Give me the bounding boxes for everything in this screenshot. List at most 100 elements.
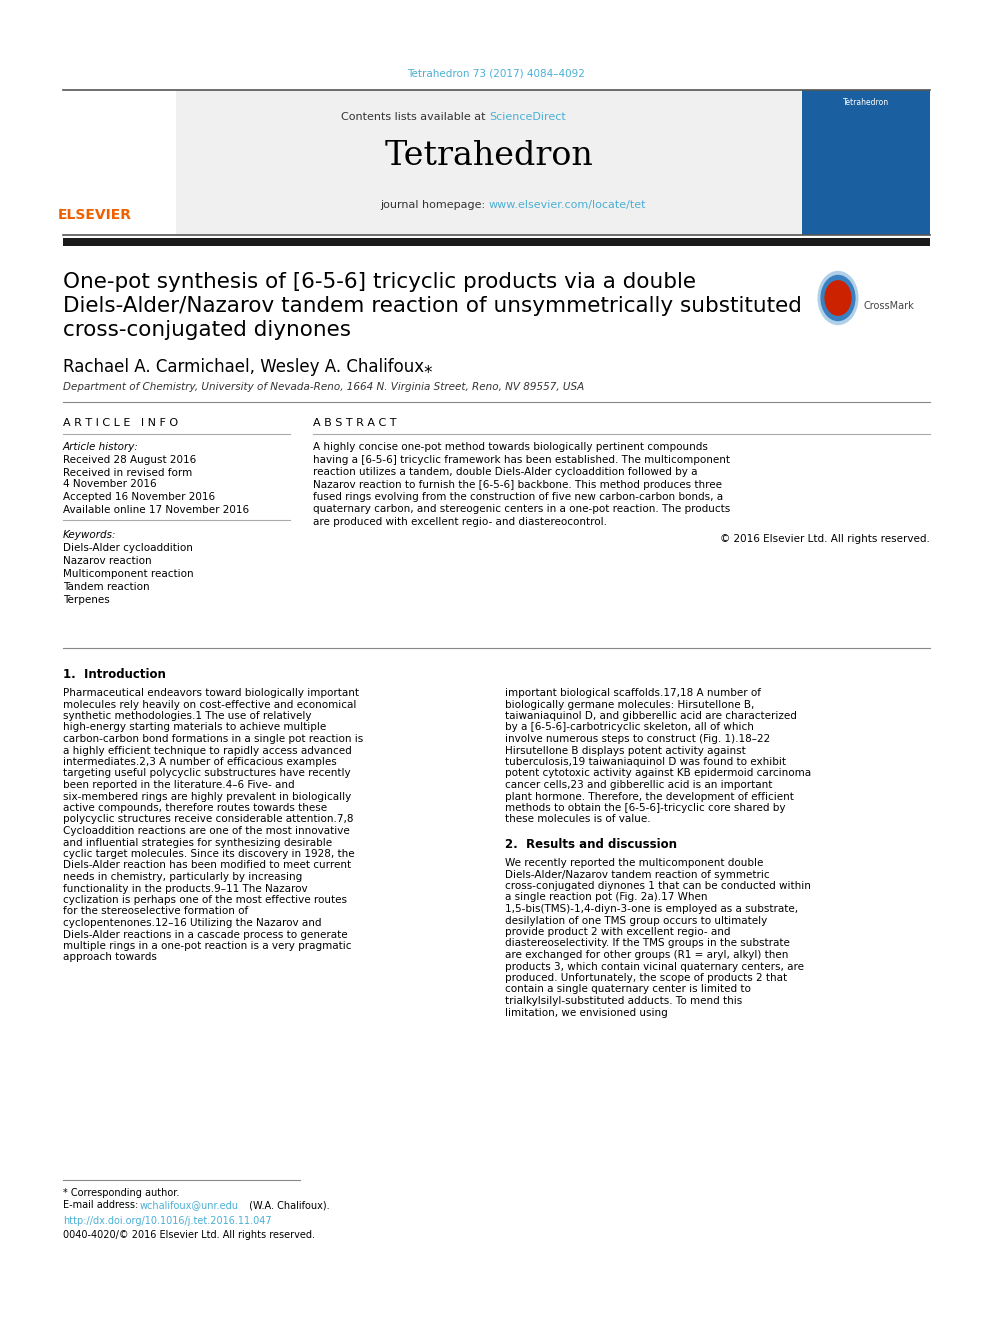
Text: Pharmaceutical endeavors toward biologically important: Pharmaceutical endeavors toward biologic… [63, 688, 359, 699]
Text: for the stereoselective formation of: for the stereoselective formation of [63, 906, 248, 917]
Text: tuberculosis,19 taiwaniaquinol D was found to exhibit: tuberculosis,19 taiwaniaquinol D was fou… [505, 757, 786, 767]
Text: cyclization is perhaps one of the most effective routes: cyclization is perhaps one of the most e… [63, 894, 347, 905]
Text: 1.  Introduction: 1. Introduction [63, 668, 166, 681]
Text: wchalifoux@unr.edu: wchalifoux@unr.edu [140, 1200, 239, 1211]
Text: these molecules is of value.: these molecules is of value. [505, 815, 651, 824]
Text: Diels-Alder reaction has been modified to meet current: Diels-Alder reaction has been modified t… [63, 860, 351, 871]
Text: 4 November 2016: 4 November 2016 [63, 479, 157, 490]
Text: Contents lists available at: Contents lists available at [341, 112, 489, 122]
Text: Diels-Alder reactions in a cascade process to generate: Diels-Alder reactions in a cascade proce… [63, 930, 347, 939]
Text: Diels-Alder/Nazarov tandem reaction of symmetric: Diels-Alder/Nazarov tandem reaction of s… [505, 869, 770, 880]
Text: Terpenes: Terpenes [63, 595, 110, 605]
Text: contain a single quaternary center is limited to: contain a single quaternary center is li… [505, 984, 751, 995]
Text: quaternary carbon, and stereogenic centers in a one-pot reaction. The products: quaternary carbon, and stereogenic cente… [313, 504, 730, 515]
Text: are produced with excellent regio- and diastereocontrol.: are produced with excellent regio- and d… [313, 517, 607, 527]
Text: a single reaction pot (Fig. 2a).17 When: a single reaction pot (Fig. 2a).17 When [505, 893, 707, 902]
Text: * Corresponding author.: * Corresponding author. [63, 1188, 180, 1199]
Text: are exchanged for other groups (R1 = aryl, alkyl) then: are exchanged for other groups (R1 = ary… [505, 950, 789, 960]
Text: Multicomponent reaction: Multicomponent reaction [63, 569, 193, 579]
Text: needs in chemistry, particularly by increasing: needs in chemistry, particularly by incr… [63, 872, 303, 882]
Text: cross-conjugated diynones: cross-conjugated diynones [63, 320, 351, 340]
Text: journal homepage:: journal homepage: [380, 200, 489, 210]
Text: polycyclic structures receive considerable attention.7,8: polycyclic structures receive considerab… [63, 815, 353, 824]
Text: molecules rely heavily on cost-effective and economical: molecules rely heavily on cost-effective… [63, 700, 356, 709]
Text: Article history:: Article history: [63, 442, 139, 452]
Text: (W.A. Chalifoux).: (W.A. Chalifoux). [246, 1200, 329, 1211]
Text: multiple rings in a one-pot reaction is a very pragmatic: multiple rings in a one-pot reaction is … [63, 941, 351, 951]
Text: Received in revised form: Received in revised form [63, 468, 192, 478]
Text: Keywords:: Keywords: [63, 531, 116, 540]
Text: Tetrahedron: Tetrahedron [385, 140, 593, 172]
Text: Nazarov reaction: Nazarov reaction [63, 556, 152, 566]
Text: Hirsutellone B displays potent activity against: Hirsutellone B displays potent activity … [505, 745, 746, 755]
Text: http://dx.doi.org/10.1016/j.tet.2016.11.047: http://dx.doi.org/10.1016/j.tet.2016.11.… [63, 1216, 272, 1226]
Circle shape [818, 271, 858, 324]
Text: high-energy starting materials to achieve multiple: high-energy starting materials to achiev… [63, 722, 326, 733]
Text: A R T I C L E   I N F O: A R T I C L E I N F O [63, 418, 179, 429]
Text: approach towards: approach towards [63, 953, 157, 963]
Text: We recently reported the multicomponent double: We recently reported the multicomponent … [505, 859, 764, 868]
Text: Department of Chemistry, University of Nevada-Reno, 1664 N. Virginia Street, Ren: Department of Chemistry, University of N… [63, 382, 584, 392]
Text: Tetrahedron: Tetrahedron [843, 98, 889, 107]
Text: Diels-Alder cycloaddition: Diels-Alder cycloaddition [63, 542, 192, 553]
Text: limitation, we envisioned using: limitation, we envisioned using [505, 1008, 668, 1017]
Text: Tandem reaction: Tandem reaction [63, 582, 150, 591]
Text: reaction utilizes a tandem, double Diels-Alder cycloaddition followed by a: reaction utilizes a tandem, double Diels… [313, 467, 697, 478]
Text: CrossMark: CrossMark [864, 302, 915, 311]
Text: 2.  Results and discussion: 2. Results and discussion [505, 837, 677, 851]
Text: plant hormone. Therefore, the development of efficient: plant hormone. Therefore, the developmen… [505, 791, 794, 802]
Text: biologically germane molecules: Hirsutellone B,: biologically germane molecules: Hirsutel… [505, 700, 754, 709]
Text: fused rings evolving from the construction of five new carbon-carbon bonds, a: fused rings evolving from the constructi… [313, 492, 723, 501]
Text: carbon-carbon bond formations in a single pot reaction is: carbon-carbon bond formations in a singl… [63, 734, 363, 744]
Text: synthetic methodologies.1 The use of relatively: synthetic methodologies.1 The use of rel… [63, 710, 311, 721]
Text: by a [6-5-6]-carbotricyclic skeleton, all of which: by a [6-5-6]-carbotricyclic skeleton, al… [505, 722, 754, 733]
Text: 0040-4020/© 2016 Elsevier Ltd. All rights reserved.: 0040-4020/© 2016 Elsevier Ltd. All right… [63, 1230, 315, 1240]
Text: A highly concise one-pot method towards biologically pertinent compounds: A highly concise one-pot method towards … [313, 442, 708, 452]
Circle shape [821, 275, 855, 320]
Text: ScienceDirect: ScienceDirect [489, 112, 565, 122]
Bar [63, 90, 176, 235]
Text: Rachael A. Carmichael, Wesley A. Chalifoux⁎: Rachael A. Carmichael, Wesley A. Chalifo… [63, 359, 433, 376]
Bar [802, 90, 930, 235]
Text: Nazarov reaction to furnish the [6-5-6] backbone. This method produces three: Nazarov reaction to furnish the [6-5-6] … [313, 479, 722, 490]
Text: six-membered rings are highly prevalent in biologically: six-membered rings are highly prevalent … [63, 791, 351, 802]
Text: potent cytotoxic activity against KB epidermoid carcinoma: potent cytotoxic activity against KB epi… [505, 769, 811, 778]
Text: ELSEVIER: ELSEVIER [58, 208, 132, 222]
Text: involve numerous steps to construct (Fig. 1).18–22: involve numerous steps to construct (Fig… [505, 734, 770, 744]
Text: products 3, which contain vicinal quaternary centers, are: products 3, which contain vicinal quater… [505, 962, 804, 971]
Text: A B S T R A C T: A B S T R A C T [313, 418, 397, 429]
Text: been reported in the literature.4–6 Five- and: been reported in the literature.4–6 Five… [63, 781, 295, 790]
Bar [63, 238, 930, 246]
Text: important biological scaffolds.17,18 A number of: important biological scaffolds.17,18 A n… [505, 688, 761, 699]
Text: Tetrahedron 73 (2017) 4084–4092: Tetrahedron 73 (2017) 4084–4092 [407, 67, 585, 78]
Text: Available online 17 November 2016: Available online 17 November 2016 [63, 505, 249, 515]
Text: © 2016 Elsevier Ltd. All rights reserved.: © 2016 Elsevier Ltd. All rights reserved… [720, 534, 930, 545]
Text: a highly efficient technique to rapidly access advanced: a highly efficient technique to rapidly … [63, 745, 352, 755]
Text: active compounds, therefore routes towards these: active compounds, therefore routes towar… [63, 803, 327, 814]
Text: trialkylsilyl-substituted adducts. To mend this: trialkylsilyl-substituted adducts. To me… [505, 996, 742, 1005]
Text: cyclic target molecules. Since its discovery in 1928, the: cyclic target molecules. Since its disco… [63, 849, 354, 859]
Text: targeting useful polycyclic substructures have recently: targeting useful polycyclic substructure… [63, 769, 350, 778]
Text: taiwaniaquinol D, and gibberellic acid are characterized: taiwaniaquinol D, and gibberellic acid a… [505, 710, 797, 721]
Text: having a [6-5-6] tricyclic framework has been established. The multicomponent: having a [6-5-6] tricyclic framework has… [313, 455, 730, 464]
Text: functionality in the products.9–11 The Nazarov: functionality in the products.9–11 The N… [63, 884, 308, 893]
Circle shape [825, 280, 851, 315]
Text: 1,5-bis(TMS)-1,4-diyn-3-one is employed as a substrate,: 1,5-bis(TMS)-1,4-diyn-3-one is employed … [505, 904, 799, 914]
Text: diastereoselectivity. If the TMS groups in the substrate: diastereoselectivity. If the TMS groups … [505, 938, 790, 949]
Text: intermediates.2,3 A number of efficacious examples: intermediates.2,3 A number of efficaciou… [63, 757, 336, 767]
Text: cross-conjugated diynones 1 that can be conducted within: cross-conjugated diynones 1 that can be … [505, 881, 810, 890]
Text: provide product 2 with excellent regio- and: provide product 2 with excellent regio- … [505, 927, 730, 937]
Text: produced. Unfortunately, the scope of products 2 that: produced. Unfortunately, the scope of pr… [505, 972, 787, 983]
Text: cyclopentenones.12–16 Utilizing the Nazarov and: cyclopentenones.12–16 Utilizing the Naza… [63, 918, 321, 927]
Text: www.elsevier.com/locate/tet: www.elsevier.com/locate/tet [489, 200, 647, 210]
Text: desilylation of one TMS group occurs to ultimately: desilylation of one TMS group occurs to … [505, 916, 767, 926]
Text: One-pot synthesis of [6-5-6] tricyclic products via a double: One-pot synthesis of [6-5-6] tricyclic p… [63, 273, 696, 292]
Text: Received 28 August 2016: Received 28 August 2016 [63, 455, 196, 464]
Text: cancer cells,23 and gibberellic acid is an important: cancer cells,23 and gibberellic acid is … [505, 781, 773, 790]
Bar [176, 90, 802, 235]
Text: Diels-Alder/Nazarov tandem reaction of unsymmetrically substituted: Diels-Alder/Nazarov tandem reaction of u… [63, 296, 802, 316]
Text: methods to obtain the [6-5-6]-tricyclic core shared by: methods to obtain the [6-5-6]-tricyclic … [505, 803, 786, 814]
Text: and influential strategies for synthesizing desirable: and influential strategies for synthesiz… [63, 837, 332, 848]
Text: Accepted 16 November 2016: Accepted 16 November 2016 [63, 492, 215, 501]
Text: Cycloaddition reactions are one of the most innovative: Cycloaddition reactions are one of the m… [63, 826, 350, 836]
